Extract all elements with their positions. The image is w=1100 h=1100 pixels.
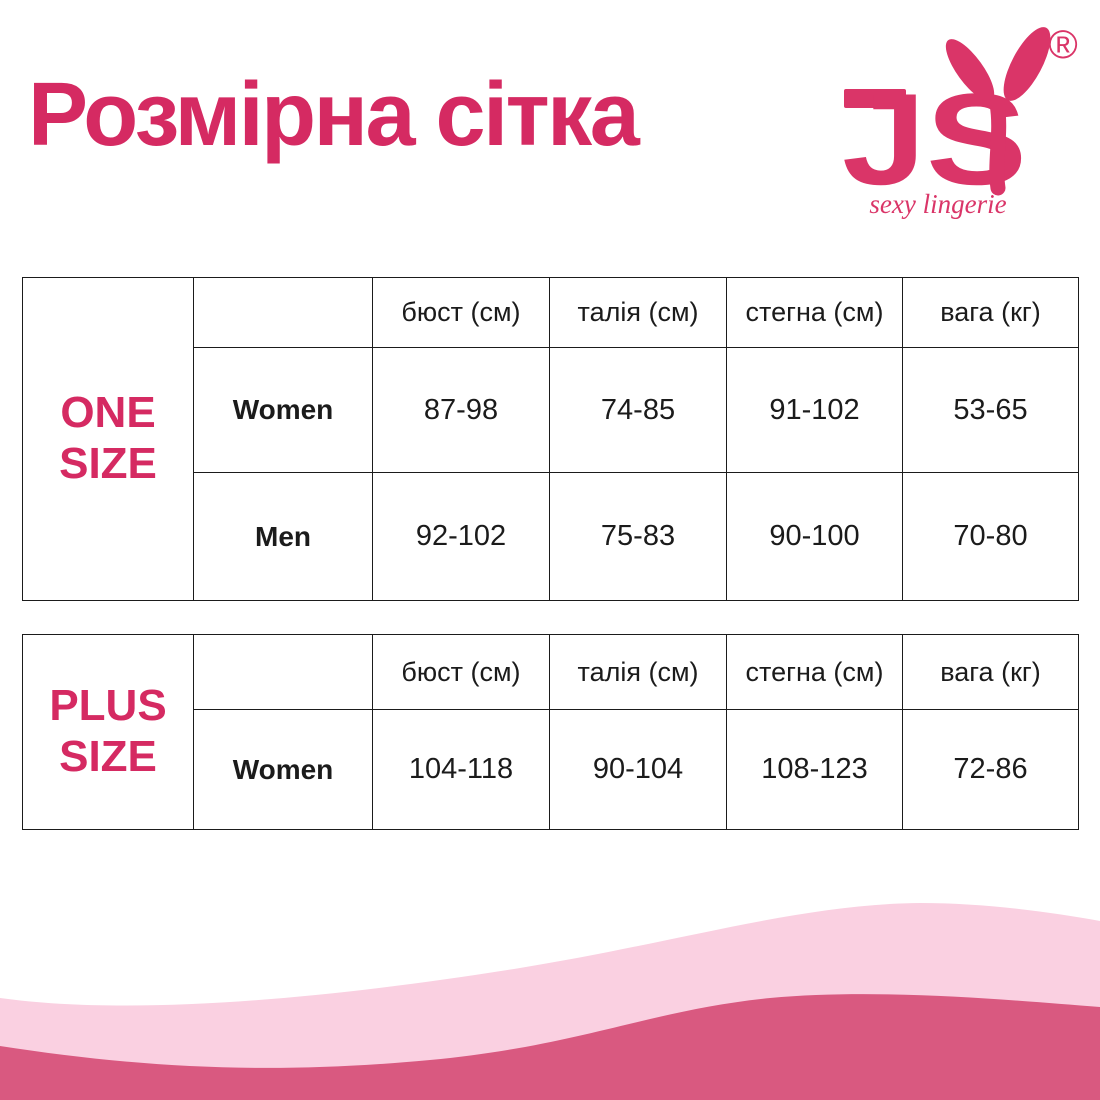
size-value: 91-102 — [726, 347, 903, 473]
jsy-logo: JS ® sexy lingerie — [820, 12, 1085, 222]
table-row: Men 92-102 75-83 90-100 70-80 — [23, 472, 1079, 601]
wave-dark — [0, 994, 1100, 1100]
header-row: ONE SIZE бюст (см) талія (см) стегна (см) ваг… — [22, 277, 1079, 601]
logo-y-stem — [989, 96, 1007, 196]
row-name: Men — [193, 472, 373, 601]
column-header: бюст (см) — [372, 277, 550, 348]
logo-left-leaf-icon — [945, 39, 995, 101]
size-label-line: SIZE — [59, 732, 157, 781]
size-value: 72-86 — [902, 709, 1079, 830]
size-value: 53-65 — [902, 347, 1079, 473]
registered-trademark-icon: ® — [1048, 23, 1077, 67]
header-row: PLUS SIZE бюст (см) талія (см) стегна (см) ва… — [22, 634, 1079, 830]
logo-tagline: sexy lingerie — [869, 189, 1006, 219]
size-label-line: PLUS — [49, 681, 167, 731]
size-label: ONE SIZE — [22, 277, 194, 601]
size-tables: ONE SIZE бюст (см) талія (см) стегна (см) ваг… — [22, 277, 1079, 863]
jsy-logo-graphic: JS ® sexy lingerie — [842, 23, 1078, 219]
table-row: Women 87-98 74-85 91-102 53-65 — [23, 347, 1079, 473]
size-value: 87-98 — [372, 347, 550, 473]
row-name: Women — [193, 709, 373, 830]
table-row: Women 104-118 90-104 108-123 72-86 — [23, 709, 1079, 830]
size-value: 75-83 — [549, 472, 727, 601]
size-label-line: SIZE — [59, 439, 157, 488]
empty-header-cell — [193, 634, 373, 710]
size-value: 104-118 — [372, 709, 550, 830]
size-label: PLUS SIZE — [22, 634, 194, 830]
size-value: 90-100 — [726, 472, 903, 601]
size-table-one-size: ONE SIZE бюст (см) талія (см) стегна (см) ваг… — [22, 277, 1079, 601]
row-name: Women — [193, 347, 373, 473]
size-value: 90-104 — [549, 709, 727, 830]
column-header: бюст (см) — [372, 634, 550, 710]
size-value: 74-85 — [549, 347, 727, 473]
logo-j-bar — [844, 89, 906, 108]
page-title: Розмірна сітка — [28, 65, 640, 165]
size-value: 92-102 — [372, 472, 550, 601]
size-table-plus-size: PLUS SIZE бюст (см) талія (см) стегна (см) ва… — [22, 634, 1079, 830]
logo-right-leaf-icon — [1003, 27, 1051, 101]
column-header: стегна (см) — [726, 277, 903, 348]
wave-decoration — [0, 903, 1100, 1100]
column-header: вага (кг) — [902, 634, 1079, 710]
size-label-line: ONE — [60, 388, 156, 438]
column-header: талія (см) — [549, 277, 727, 348]
column-header: стегна (см) — [726, 634, 903, 710]
size-value: 70-80 — [902, 472, 1079, 601]
column-header: талія (см) — [549, 634, 727, 710]
size-value: 108-123 — [726, 709, 903, 830]
empty-header-cell — [193, 277, 373, 348]
column-header: вага (кг) — [902, 277, 1079, 348]
